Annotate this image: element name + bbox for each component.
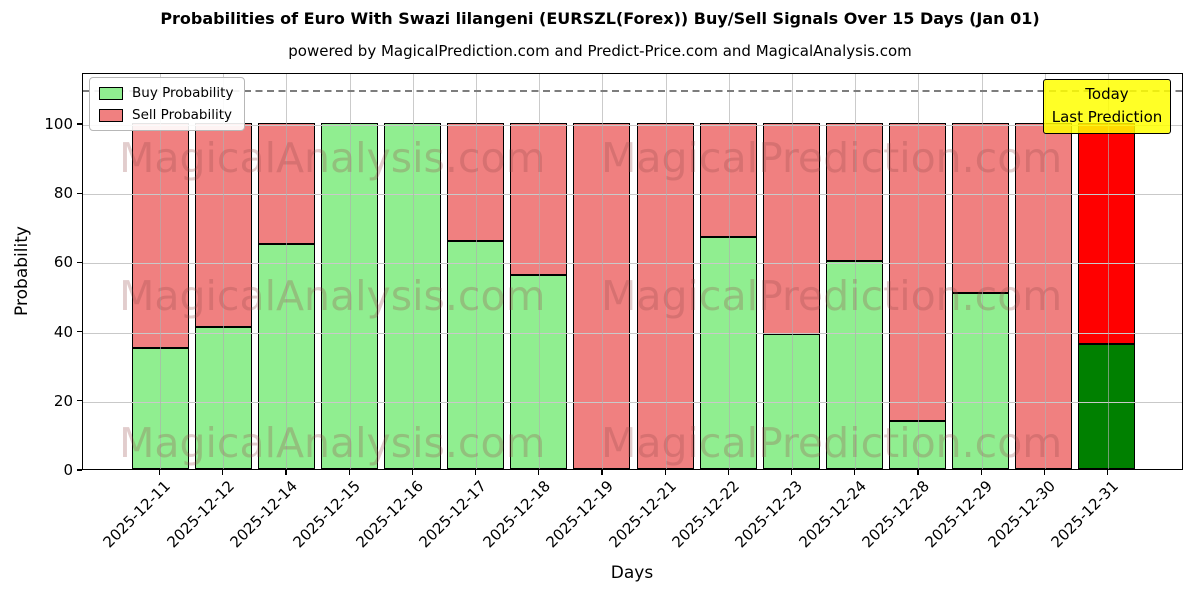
gridline-x (412, 74, 414, 469)
buy-segment (510, 275, 568, 469)
legend-label-sell: Sell Probability (132, 107, 233, 123)
chart-subtitle: powered by MagicalPrediction.com and Pre… (288, 42, 912, 60)
gridline-y-60 (83, 263, 1182, 265)
y-tick-label: 100 (44, 115, 73, 133)
buy-segment (384, 123, 442, 469)
x-tick (790, 470, 793, 475)
buy-segment (888, 420, 946, 469)
buy-segment (447, 240, 505, 469)
bar-2025-12-19 (573, 123, 631, 469)
gridline-x (539, 74, 541, 469)
x-tick-label: 2025-12-31 (1047, 477, 1123, 552)
legend-label-buy: Buy Probability (132, 85, 234, 101)
bar-series (83, 74, 1182, 469)
x-tick (1106, 470, 1109, 475)
buy-swatch-icon (99, 86, 123, 100)
x-tick (222, 470, 224, 475)
x-tick (348, 470, 350, 475)
sell-segment (825, 123, 883, 262)
y-tick (77, 331, 82, 333)
bar-2025-12-23 (762, 123, 820, 469)
x-tick (538, 470, 540, 475)
upper-dashed-gridline (83, 90, 1182, 92)
bar-2025-12-31 (1077, 123, 1135, 469)
buy-segment (699, 237, 757, 469)
bar-2025-12-29 (951, 123, 1009, 469)
gridline-y-80 (83, 194, 1182, 196)
sell-swatch-icon (99, 108, 123, 122)
legend: Buy Probability Sell Probability (89, 77, 246, 131)
x-tick (285, 470, 287, 475)
gridline-x (855, 74, 857, 469)
gridline-x (792, 74, 793, 469)
buy-segment (825, 261, 883, 469)
bar-2025-12-22 (699, 123, 757, 469)
gridline-x (728, 74, 730, 469)
y-tick (77, 400, 82, 402)
gridline-y-100 (83, 125, 1182, 126)
x-tick (1043, 470, 1045, 475)
bar-2025-12-30 (1014, 123, 1072, 469)
gridline-x (602, 74, 604, 469)
x-tick (411, 470, 413, 475)
gridline-x (1108, 74, 1109, 469)
sell-segment (636, 123, 694, 469)
sell-segment (573, 123, 631, 469)
annotation-line-2: Last Prediction (1051, 108, 1163, 127)
y-tick-label: 40 (53, 322, 73, 341)
gridline-y-20 (83, 401, 1182, 403)
y-tick (77, 261, 82, 264)
x-tick (601, 470, 603, 475)
sell-segment (699, 123, 757, 238)
y-tick-label: 0 (63, 461, 73, 479)
chart-title: Probabilities of Euro With Swazi lilange… (160, 9, 1040, 28)
legend-item-buy: Buy Probability (99, 85, 233, 101)
sell-segment (888, 123, 946, 421)
sell-segment (1014, 123, 1072, 469)
y-tick-label: 80 (53, 184, 73, 203)
y-tick-label: 60 (53, 253, 73, 272)
bar-2025-12-17 (447, 123, 505, 469)
legend-item-sell: Sell Probability (99, 107, 233, 123)
x-tick (727, 470, 729, 475)
x-axis-label: Days (610, 563, 654, 583)
gridline-x (918, 74, 920, 469)
sell-segment (951, 123, 1009, 293)
y-tick (77, 123, 82, 125)
bar-2025-12-16 (384, 123, 442, 469)
gridline-y-40 (83, 332, 1182, 334)
bar-2025-12-21 (636, 123, 694, 469)
gridline-x (160, 74, 161, 469)
x-tick (854, 470, 856, 475)
bar-2025-12-24 (825, 123, 883, 469)
sell-segment (1077, 123, 1135, 345)
sell-segment (510, 123, 568, 276)
bar-2025-12-28 (888, 123, 946, 469)
gridline-x (981, 74, 983, 469)
y-tick (77, 192, 82, 194)
sell-segment (762, 123, 820, 335)
sell-segment (447, 123, 505, 241)
today-annotation: Today Last Prediction (1043, 79, 1171, 134)
x-tick (474, 470, 477, 475)
x-tick (917, 470, 919, 475)
y-tick-label: 20 (53, 391, 73, 410)
gridline-x (349, 74, 351, 469)
annotation-line-1: Today (1085, 85, 1129, 103)
x-tick (664, 470, 666, 475)
x-tick (980, 470, 982, 475)
buy-segment (1077, 344, 1135, 469)
gridline-x (476, 74, 477, 469)
gridline-x (1044, 74, 1046, 469)
gridline-x (223, 74, 225, 469)
gridline-x (286, 74, 288, 469)
gridline-x (665, 74, 667, 469)
plot-area: MagicalAnalysis.com MagicalPrediction.com… (82, 73, 1183, 470)
bar-2025-12-18 (510, 123, 568, 469)
buy-segment (951, 292, 1009, 469)
buy-segment (762, 334, 820, 469)
y-tick (77, 469, 82, 471)
x-tick (158, 470, 161, 475)
